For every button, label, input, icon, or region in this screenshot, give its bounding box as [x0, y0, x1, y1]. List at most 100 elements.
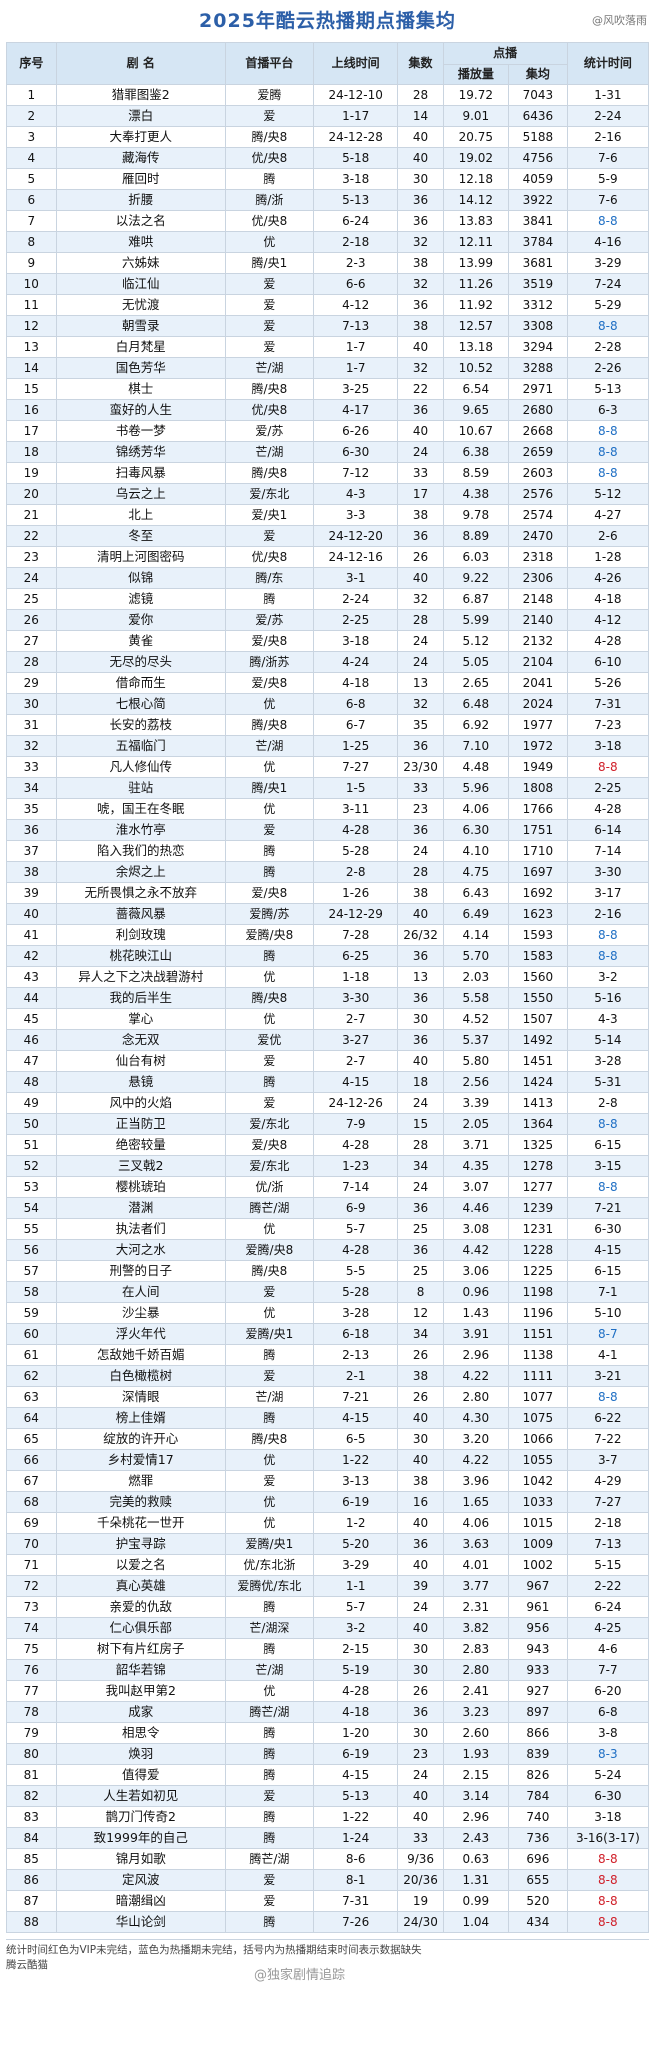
cell-name: 定风波 [55, 1869, 226, 1891]
cell-date: 1-20 [312, 1722, 399, 1744]
cell-name: 锦月如歌 [55, 1848, 226, 1870]
cell-avg: 1077 [508, 1386, 568, 1408]
table-row: 43 异人之下之决战碧游村优 1-18 13 2.03 1560 3-2 [6, 966, 650, 988]
cell-platform: 优/央8 [224, 210, 314, 232]
header-name: 剧 名 [55, 42, 226, 85]
cell-views: 13.83 [442, 210, 510, 232]
cell-stat-time: 4-1 [566, 1344, 650, 1366]
cell-views: 6.43 [442, 882, 510, 904]
cell-views: 3.07 [442, 1176, 510, 1198]
cell-views: 4.01 [442, 1554, 510, 1576]
cell-episodes: 30 [397, 168, 444, 190]
cell-date: 24-12-28 [312, 126, 399, 148]
cell-date: 2-24 [312, 588, 399, 610]
cell-name: 千朵桃花一世开 [55, 1512, 226, 1534]
cell-episodes: 26/32 [397, 924, 444, 946]
cell-avg: 3784 [508, 231, 568, 253]
cell-no: 78 [6, 1701, 57, 1723]
cell-platform: 腾/央8 [224, 1428, 314, 1450]
cell-name: 长安的荔枝 [55, 714, 226, 736]
cell-date: 5-7 [312, 1596, 399, 1618]
cell-views: 4.42 [442, 1239, 510, 1261]
cell-episodes: 40 [397, 1449, 444, 1471]
table-row: 68 完美的救赎优 6-19 16 1.65 1033 7-27 [6, 1491, 650, 1513]
cell-avg: 1560 [508, 966, 568, 988]
cell-views: 2.15 [442, 1764, 510, 1786]
cell-episodes: 40 [397, 1512, 444, 1534]
cell-name: 深情眼 [55, 1386, 226, 1408]
cell-stat-time: 3-8 [566, 1722, 650, 1744]
cell-views: 3.71 [442, 1134, 510, 1156]
cell-views: 5.05 [442, 651, 510, 673]
cell-no: 66 [6, 1449, 57, 1471]
cell-date: 6-19 [312, 1743, 399, 1765]
cell-avg: 2659 [508, 441, 568, 463]
cell-episodes: 36 [397, 1197, 444, 1219]
cell-views: 4.48 [442, 756, 510, 778]
cell-platform: 爱腾 [224, 84, 314, 106]
cell-no: 24 [6, 567, 57, 589]
cell-avg: 3519 [508, 273, 568, 295]
cell-platform: 腾 [224, 1743, 314, 1765]
cell-stat-time: 7-27 [566, 1491, 650, 1513]
ranking-table: 序号 剧 名 首播平台 上线时间 集数 点播 统计时间 播放量 集均 1 猎罪图鉴… [6, 42, 650, 1933]
cell-no: 9 [6, 252, 57, 274]
cell-date: 6-7 [312, 714, 399, 736]
cell-name: 护宝寻踪 [55, 1533, 226, 1555]
cell-platform: 爱 [224, 525, 314, 547]
cell-views: 19.72 [442, 84, 510, 106]
cell-views: 0.63 [442, 1848, 510, 1870]
cell-date: 1-22 [312, 1806, 399, 1828]
cell-views: 7.10 [442, 735, 510, 757]
cell-no: 50 [6, 1113, 57, 1135]
cell-stat-time: 7-23 [566, 714, 650, 736]
cell-views: 4.22 [442, 1449, 510, 1471]
cell-date: 1-5 [312, 777, 399, 799]
table-row: 64 榜上佳婿腾 4-15 40 4.30 1075 6-22 [6, 1407, 650, 1429]
cell-no: 61 [6, 1344, 57, 1366]
cell-avg: 2680 [508, 399, 568, 421]
cell-name: 潜渊 [55, 1197, 226, 1219]
cell-date: 5-7 [312, 1218, 399, 1240]
cell-no: 57 [6, 1260, 57, 1282]
cell-stat-time: 7-1 [566, 1281, 650, 1303]
cell-avg: 434 [508, 1911, 568, 1933]
cell-name: 焕羽 [55, 1743, 226, 1765]
cell-platform: 爱/东北 [224, 483, 314, 505]
cell-stat-time: 4-28 [566, 798, 650, 820]
cell-no: 5 [6, 168, 57, 190]
table-header: 序号 剧 名 首播平台 上线时间 集数 点播 统计时间 播放量 集均 [6, 42, 650, 85]
cell-avg: 933 [508, 1659, 568, 1681]
cell-name: 绝密较量 [55, 1134, 226, 1156]
cell-no: 6 [6, 189, 57, 211]
cell-episodes: 36 [397, 294, 444, 316]
cell-views: 2.43 [442, 1827, 510, 1849]
cell-no: 54 [6, 1197, 57, 1219]
cell-name: 悬镜 [55, 1071, 226, 1093]
cell-stat-time: 6-15 [566, 1134, 650, 1156]
cell-name: 念无双 [55, 1029, 226, 1051]
cell-no: 83 [6, 1806, 57, 1828]
table-row: 6 折腰 腾/浙 5-13 36 14.12 3922 7-6 [6, 189, 650, 211]
cell-episodes: 34 [397, 1155, 444, 1177]
table-row: 82 人生若如初见爱 5-13 40 3.14 784 6-30 [6, 1785, 650, 1807]
cell-platform: 腾/东 [224, 567, 314, 589]
footer-line-2: 腾云酷猫 [6, 1959, 48, 1971]
cell-name: 折腰 [55, 189, 226, 211]
cell-stat-time: 3-7 [566, 1449, 650, 1471]
cell-platform: 腾 [224, 168, 314, 190]
cell-stat-time: 7-24 [566, 273, 650, 295]
cell-no: 35 [6, 798, 57, 820]
cell-no: 64 [6, 1407, 57, 1429]
cell-date: 6-18 [312, 1323, 399, 1345]
cell-date: 1-25 [312, 735, 399, 757]
cell-date: 7-28 [312, 924, 399, 946]
cell-avg: 943 [508, 1638, 568, 1660]
cell-stat-time: 4-25 [566, 1617, 650, 1639]
cell-stat-time: 3-16(3-17) [566, 1827, 650, 1849]
cell-name: 怎敌她千娇百媚 [55, 1344, 226, 1366]
cell-views: 14.12 [442, 189, 510, 211]
cell-episodes: 36 [397, 1029, 444, 1051]
cell-no: 33 [6, 756, 57, 778]
cell-views: 2.80 [442, 1659, 510, 1681]
